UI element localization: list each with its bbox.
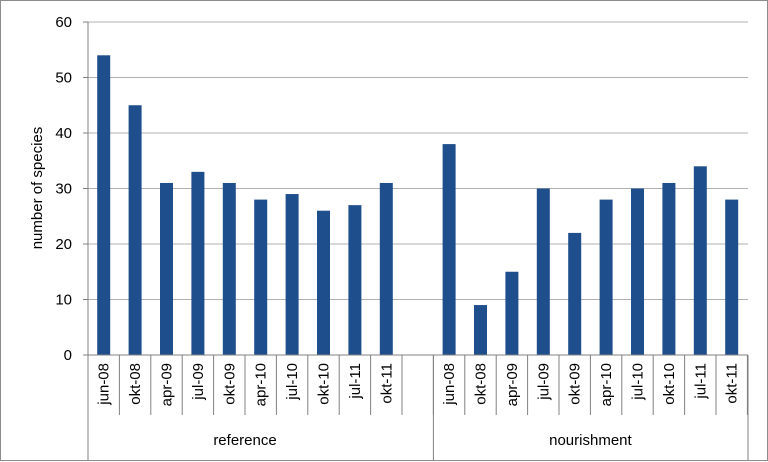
y-tick-label: 50	[55, 70, 72, 87]
bar	[442, 144, 456, 355]
x-tick-label: jul-10	[284, 363, 301, 401]
x-tick-label: okt-08	[473, 363, 490, 405]
bar	[128, 105, 142, 355]
bar	[725, 199, 739, 355]
bar	[474, 305, 487, 355]
bar	[160, 182, 173, 355]
x-tick-label: okt-11	[724, 363, 741, 404]
y-tick-label: 20	[55, 236, 72, 253]
bar	[505, 271, 519, 355]
y-tick-label: 10	[55, 292, 72, 309]
group-label: nourishment	[549, 432, 632, 449]
bar	[317, 210, 330, 355]
x-tick-label: jul-11	[347, 363, 364, 400]
x-tick-label: okt-09	[567, 363, 584, 405]
x-tick-label: okt-08	[127, 363, 144, 405]
bar	[348, 205, 362, 355]
x-tick-label: apr-09	[159, 363, 176, 406]
bar	[379, 182, 393, 355]
x-tick-label: jul-10	[630, 363, 647, 401]
bar	[254, 199, 268, 355]
x-tick-label: okt-11	[378, 363, 395, 404]
bar	[222, 182, 236, 355]
x-tick-label: okt-10	[661, 363, 678, 405]
labels: 0 10 20 30 40 50 60 jun-08 okt-08 apr-09 jul-09 okt…	[55, 14, 740, 449]
y-axis-title: number of species	[29, 127, 46, 250]
bar	[599, 199, 613, 355]
x-tick-label: apr-10	[253, 363, 270, 406]
x-tick-label: apr-10	[598, 363, 615, 406]
x-tick-label: jun-08	[441, 363, 458, 406]
y-tick-label: 0	[64, 347, 72, 364]
bar	[568, 232, 582, 355]
bars	[97, 55, 739, 356]
y-tick-label: 30	[55, 181, 72, 198]
x-tick-label: apr-09	[504, 363, 521, 406]
y-tick-label: 60	[55, 14, 72, 31]
x-tick-label: jul-09	[535, 363, 552, 401]
bar	[536, 188, 550, 355]
bar	[631, 188, 644, 355]
y-tick-label: 40	[55, 125, 72, 142]
bar	[662, 182, 676, 355]
axes	[83, 21, 749, 460]
bar	[693, 166, 707, 355]
x-tick-label: jun-08	[96, 363, 113, 406]
bar	[97, 55, 111, 356]
x-tick-label: okt-09	[221, 363, 238, 405]
bar	[191, 171, 205, 355]
x-tick-label: jul-09	[190, 363, 207, 401]
grid-lines	[88, 21, 748, 300]
x-tick-label: okt-10	[316, 363, 333, 405]
bar	[285, 194, 299, 355]
group-label: reference	[213, 432, 276, 449]
x-tick-label: jul-11	[692, 363, 709, 400]
